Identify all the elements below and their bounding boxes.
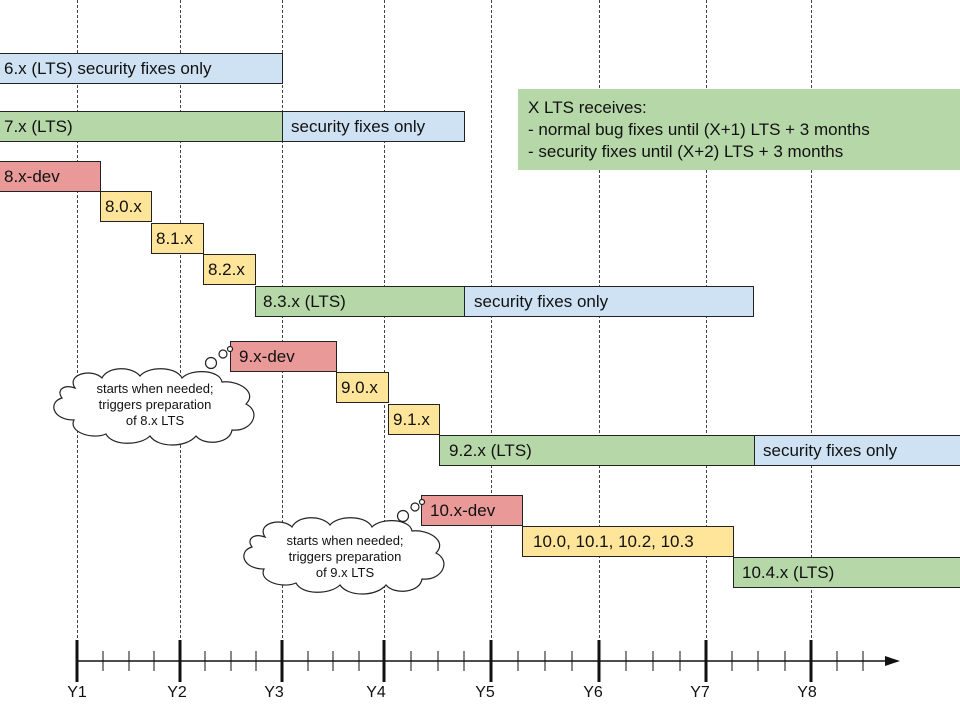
- cloud-line: of 9.x LTS: [315, 565, 375, 580]
- bar-9-0-x: 9.0.x: [336, 372, 389, 403]
- year-label-y4: Y4: [366, 684, 386, 701]
- bar-8-3-x-security: security fixes only: [464, 286, 754, 317]
- bar-10-4-x-lts: 10.4.x (LTS): [733, 557, 960, 588]
- lts-policy-note: X LTS receives: - normal bug fixes until…: [518, 89, 960, 170]
- timeline-axis: [75, 640, 900, 682]
- year-guide-line: [599, 0, 600, 638]
- thought-cloud-9x: [53, 345, 255, 446]
- year-label-y8: Y8: [797, 684, 817, 701]
- cloud-line: of 8.x LTS: [125, 413, 185, 428]
- lts-policy-bug-fixes: - normal bug fixes until (X+1) LTS + 3 m…: [528, 120, 870, 139]
- cloud-text-9x: starts when needed; triggers preparation…: [60, 381, 250, 429]
- bar-8x-dev: 8.x-dev: [0, 161, 101, 192]
- bar-7x-security: security fixes only: [282, 111, 465, 142]
- thought-cloud-10x: [243, 498, 445, 595]
- bar-10-0-to-10-3: 10.0, 10.1, 10.2, 10.3: [522, 526, 734, 557]
- year-guide-line: [491, 0, 492, 638]
- lts-policy-security-fixes: - security fixes until (X+2) LTS + 3 mon…: [528, 142, 844, 161]
- year-label-y1: Y1: [67, 684, 87, 701]
- cloud-text-10x: starts when needed; triggers preparation…: [250, 533, 440, 581]
- bar-9-1-x: 9.1.x: [388, 404, 440, 435]
- year-guide-line: [811, 0, 812, 638]
- lts-policy-title: X LTS receives:: [528, 98, 647, 117]
- year-guide-line: [706, 0, 707, 638]
- year-label-y6: Y6: [583, 684, 603, 701]
- year-guide-line: [384, 0, 385, 638]
- bar-8-1-x: 8.1.x: [151, 223, 204, 254]
- year-guide-line: [180, 0, 181, 638]
- cloud-line: starts when needed;: [286, 533, 404, 548]
- bar-8-0-x: 8.0.x: [100, 191, 152, 222]
- bar-7x-lts: 7.x (LTS): [0, 111, 283, 142]
- bar-9x-dev: 9.x-dev: [230, 341, 337, 372]
- year-guide-line: [77, 0, 78, 638]
- bar-9-2-x-lts: 9.2.x (LTS): [439, 435, 755, 466]
- year-guide-line: [282, 0, 283, 638]
- year-label-y5: Y5: [475, 684, 495, 701]
- bar-10x-dev: 10.x-dev: [421, 495, 523, 526]
- cloud-line: starts when needed;: [96, 381, 214, 396]
- bar-6x-lts-security: 6.x (LTS) security fixes only: [0, 53, 283, 84]
- bar-9-2-x-security: security fixes only: [754, 435, 960, 466]
- bar-8-2-x: 8.2.x: [203, 254, 256, 285]
- bar-8-3-x-lts: 8.3.x (LTS): [255, 286, 465, 317]
- year-label-y2: Y2: [167, 684, 187, 701]
- cloud-line: triggers preparation: [98, 397, 212, 412]
- year-label-y7: Y7: [690, 684, 710, 701]
- year-label-y3: Y3: [264, 684, 284, 701]
- cloud-line: triggers preparation: [288, 549, 402, 564]
